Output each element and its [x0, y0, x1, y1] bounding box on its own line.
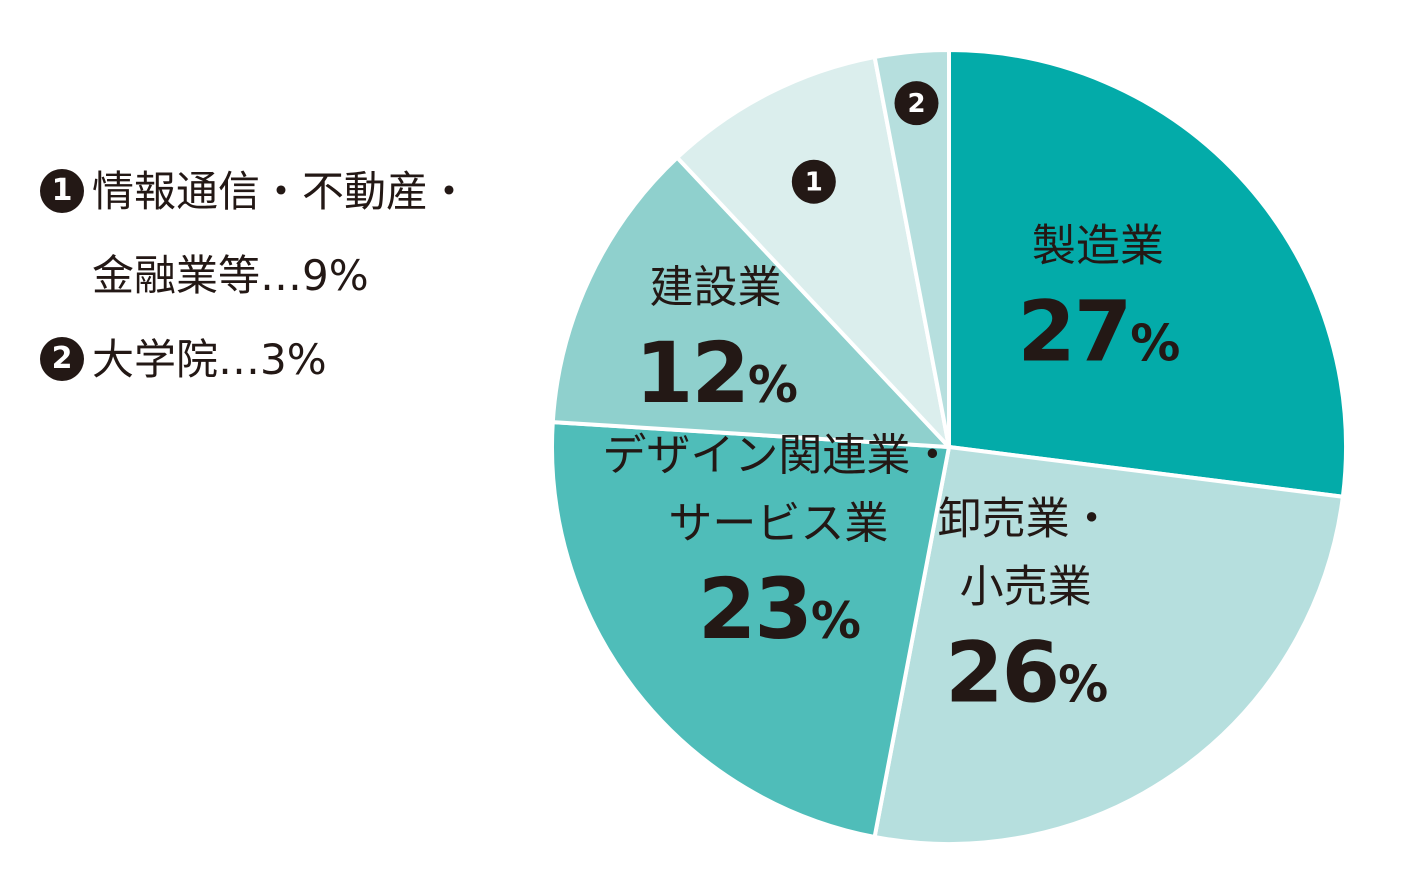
- slice-label-3-line-1: デザイン関連業・: [602, 430, 954, 481]
- slice-value-4: 12%: [635, 324, 797, 422]
- pie-slice-5: [675, 55, 951, 449]
- legend-text-1-line-1: 情報通信・不動産・: [92, 167, 471, 216]
- legend-item-1: 1 情報通信・不動産・ 金融業等…9%: [40, 150, 520, 318]
- pie-slice-4: [550, 155, 951, 449]
- slice-marker-1-circle: [791, 159, 836, 204]
- slice-marker-2-label: 2: [907, 89, 925, 119]
- pie-slice-2: [872, 445, 1345, 846]
- slice-label-1-line-1: 製造業: [1032, 221, 1164, 272]
- pie-slices: [550, 48, 1348, 846]
- slice-label-4-line-1: 建設業: [650, 262, 782, 313]
- slice-unit-3: %: [811, 592, 860, 650]
- pie-slice-1: [947, 48, 1348, 499]
- legend: 1 情報通信・不動産・ 金融業等…9% 2 大学院…3%: [40, 150, 520, 402]
- legend-text-2-line-1: 大学院…3%: [92, 335, 327, 384]
- slice-unit-4: %: [748, 356, 797, 414]
- slice-label-3-line-2: サービス業: [668, 498, 888, 549]
- legend-text-1-line-2: 金融業等…9%: [92, 251, 369, 300]
- legend-marker-1: 1: [40, 169, 84, 213]
- legend-item-2: 2 大学院…3%: [40, 318, 520, 402]
- slice-marker-1-label: 1: [805, 168, 823, 198]
- slice-label-2-line-1: 卸売業・: [938, 494, 1114, 545]
- pie-slice-6: [872, 48, 951, 449]
- slice-value-3: 23%: [698, 560, 860, 658]
- slice-unit-1: %: [1130, 315, 1179, 373]
- slice-unit-2: %: [1058, 656, 1107, 714]
- slice-marker-2-circle: [894, 81, 939, 126]
- legend-marker-2: 2: [40, 337, 84, 381]
- slice-label-2-line-2: 小売業: [960, 562, 1092, 613]
- pie-slice-3: [550, 420, 951, 839]
